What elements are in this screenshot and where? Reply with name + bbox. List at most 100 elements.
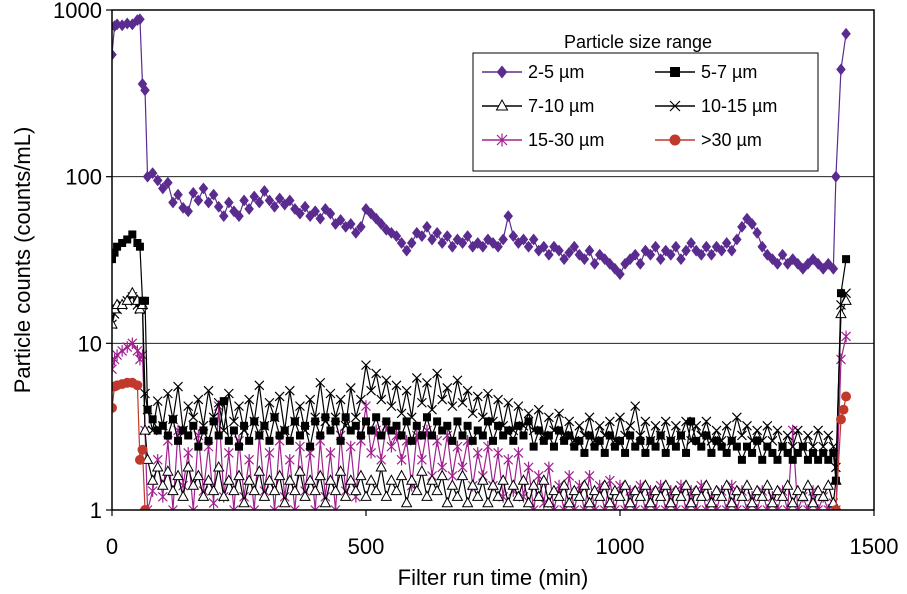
legend-item-0: 2-5 µm <box>482 62 584 82</box>
series-2-point-81 <box>502 496 515 508</box>
x-tick-label-0: 0 <box>106 534 118 559</box>
series-2-point-28 <box>233 469 245 481</box>
series-3-point-130 <box>752 425 763 436</box>
series-0-point-147 <box>836 63 846 76</box>
series-2-point-120 <box>700 479 713 490</box>
series-1-point-44 <box>316 431 325 440</box>
series-2-point-113 <box>665 496 677 508</box>
series-3-point-105 <box>625 420 636 431</box>
series-2-point-24 <box>212 461 225 472</box>
y-axis-title: Particle counts (counts/mL) <box>10 127 35 394</box>
series-2-point-40 <box>294 465 306 476</box>
series-3-point-97 <box>584 412 595 423</box>
series-2-point-107 <box>634 490 647 501</box>
series-2-point-5 <box>126 286 139 298</box>
series-0-point-86 <box>528 233 539 246</box>
series-1-point-18 <box>184 431 193 440</box>
series-2-point-94 <box>568 484 581 496</box>
series-2-point-49 <box>339 490 352 501</box>
series-0-point-15 <box>168 196 178 209</box>
series-0-point-94 <box>569 240 580 253</box>
series-3-point-77 <box>482 388 493 399</box>
series-3-point-61 <box>401 385 412 396</box>
series-2-point-143 <box>817 490 829 501</box>
series-0-point-93 <box>564 246 575 259</box>
series-2-point-131 <box>756 490 769 501</box>
legend-item-5: >30 µm <box>655 130 762 150</box>
series-3-point-60 <box>396 408 407 419</box>
series-0-point-135 <box>777 248 788 261</box>
series-3-point-51 <box>350 412 361 423</box>
series-4-point-47 <box>330 504 341 510</box>
series-3-point-120 <box>701 416 712 427</box>
series-1-point-68 <box>438 426 447 435</box>
series-3-point-28 <box>234 401 244 412</box>
series-0-point-61 <box>401 244 412 257</box>
series-4-point-43 <box>310 504 321 510</box>
series-1-point-142 <box>814 455 823 464</box>
series-2-point-134 <box>771 484 784 496</box>
series-2-point-10 <box>141 453 154 464</box>
series-3-point-19 <box>188 412 199 423</box>
series-0-point-134 <box>772 257 783 270</box>
series-5-point-6 <box>132 380 143 391</box>
series-1-point-40 <box>295 431 304 440</box>
series-2-point-61 <box>400 496 413 508</box>
series-1-point-143 <box>819 448 828 457</box>
series-1-point-121 <box>707 448 716 457</box>
series-3-point-91 <box>554 408 564 419</box>
series-3-point-69 <box>442 383 453 393</box>
series-1-point-54 <box>367 426 376 435</box>
series-5-point-7 <box>134 454 145 465</box>
series-1-point-115 <box>676 431 685 440</box>
series-0-point-96 <box>579 253 590 266</box>
series-1-point-147 <box>836 289 845 298</box>
series-2-point-76 <box>477 474 489 485</box>
series-0-point-31 <box>249 190 260 203</box>
series-1-point-29 <box>240 421 249 430</box>
series-1-point-132 <box>763 442 772 451</box>
legend-box <box>472 52 819 172</box>
legend-label-2: 7-10 µm <box>528 96 594 116</box>
series-1-point-139 <box>798 442 807 451</box>
x-axis-ticks: 0 500 1000 1500 <box>106 510 898 559</box>
series-2-point-52 <box>355 469 367 481</box>
series-5-point-10 <box>830 505 841 510</box>
series-3-point-32 <box>254 380 265 391</box>
legend-label-4: 15-30 µm <box>528 130 604 150</box>
series-0-point-70 <box>447 240 458 253</box>
series-0-point-73 <box>462 230 473 243</box>
series-1-point-38 <box>285 436 294 445</box>
series-1-point-62 <box>407 436 416 445</box>
series-1-point-88 <box>539 436 548 445</box>
series-1-point-15 <box>168 415 177 424</box>
series-3-point-26 <box>223 388 234 399</box>
series-1-point-81 <box>504 426 513 435</box>
series-2-point-141 <box>807 496 819 508</box>
series-1-point-114 <box>671 442 680 451</box>
series-3-point-36 <box>274 391 285 402</box>
series-2-point-87 <box>532 490 545 501</box>
series-1-point-0 <box>112 255 116 264</box>
series-2-point-117 <box>685 496 697 508</box>
series-0-point-111 <box>655 253 666 266</box>
legend-label-0: 2-5 µm <box>528 62 584 82</box>
series-0-point-123 <box>716 244 727 257</box>
series-2-point-45 <box>319 496 332 508</box>
series-2-point-41 <box>299 490 311 501</box>
series-4-point-148 <box>841 330 851 343</box>
series-0-point-82 <box>508 230 519 243</box>
legend-swatch-marker-0 <box>496 65 508 79</box>
series-1-point-49 <box>341 413 350 422</box>
series-0-point-98 <box>589 257 600 270</box>
gridlines <box>112 176 874 344</box>
series-1-point-136 <box>783 448 792 457</box>
series-2-point-17 <box>177 490 189 501</box>
series-4-point-13 <box>157 490 168 503</box>
series-1-point-48 <box>336 436 345 445</box>
series-0-point-146 <box>831 170 841 183</box>
series-1-point-131 <box>758 455 767 464</box>
series-5-point-0 <box>112 402 117 413</box>
series-4-point-0 <box>112 363 117 375</box>
series-3-point-95 <box>574 420 585 431</box>
